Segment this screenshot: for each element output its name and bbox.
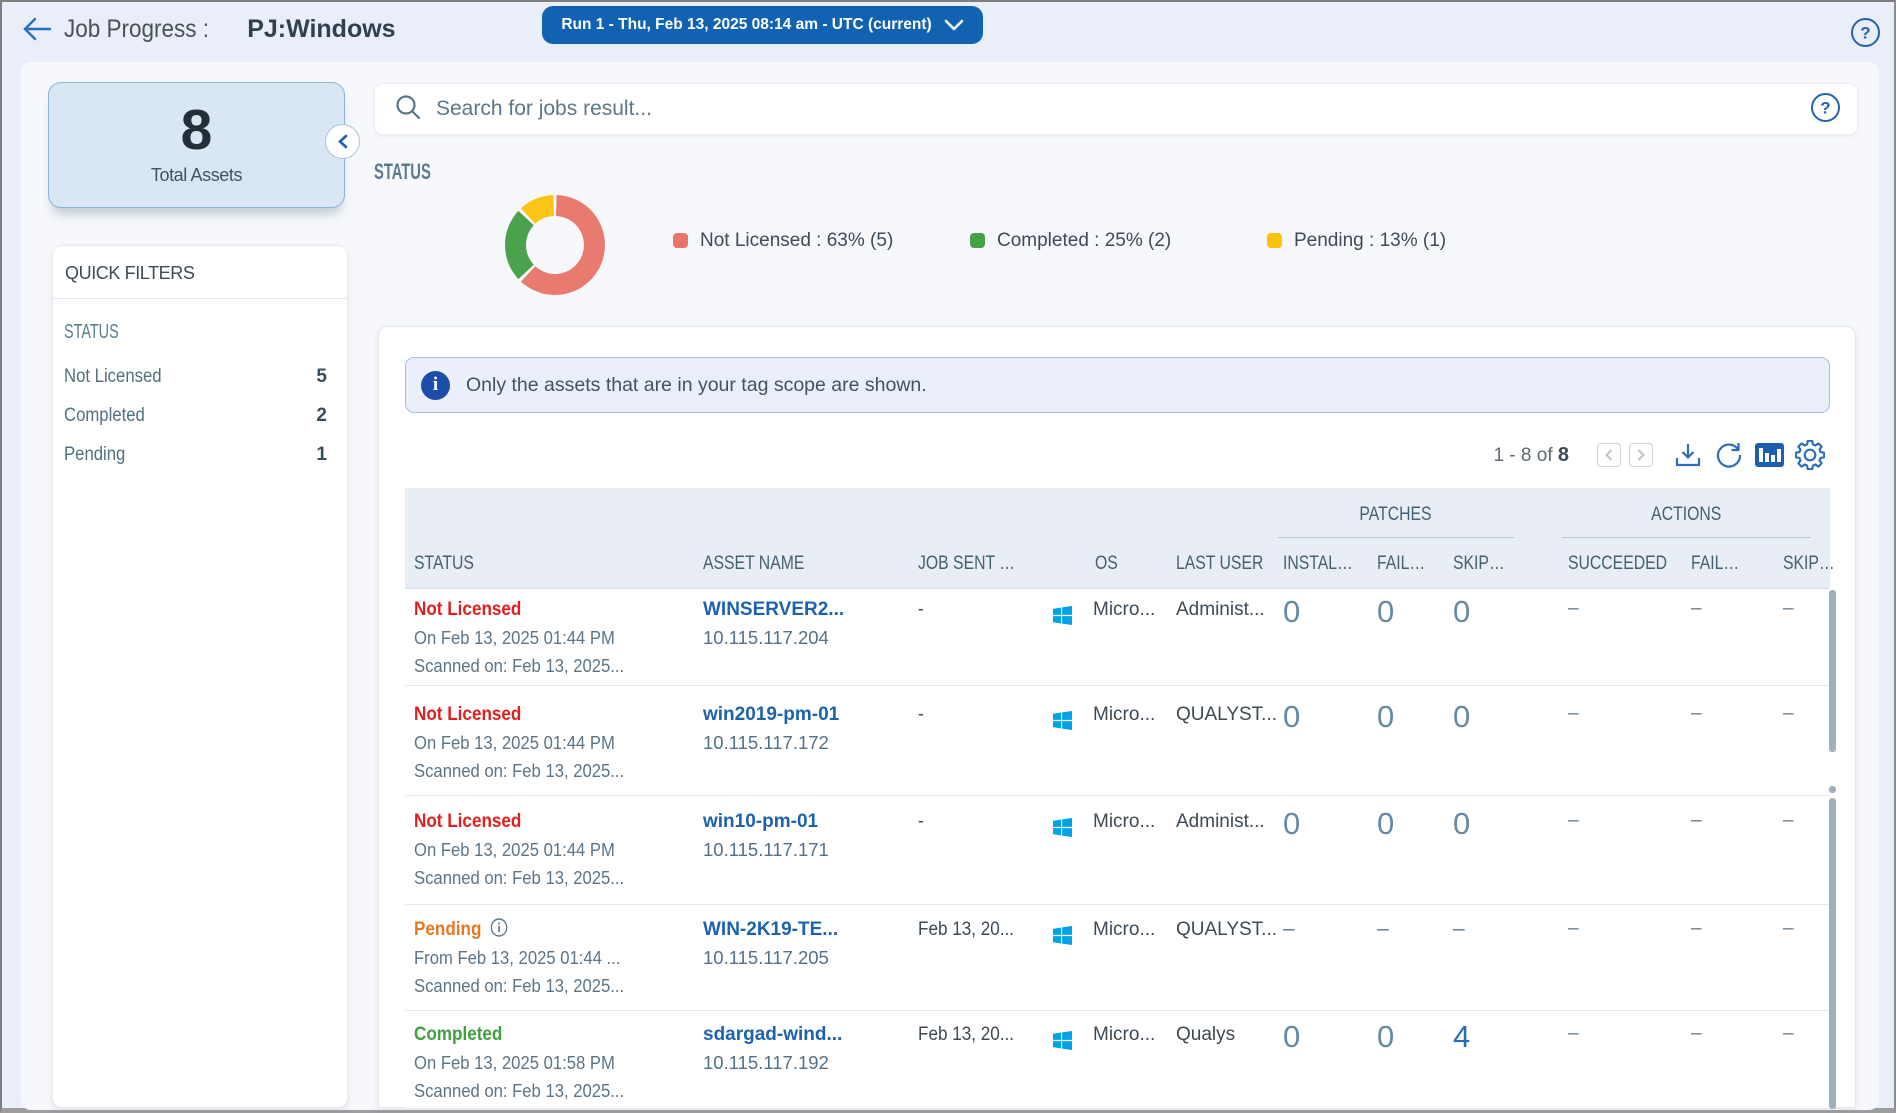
svg-text:?: ? bbox=[1820, 99, 1830, 118]
svg-text:?: ? bbox=[1860, 24, 1870, 43]
